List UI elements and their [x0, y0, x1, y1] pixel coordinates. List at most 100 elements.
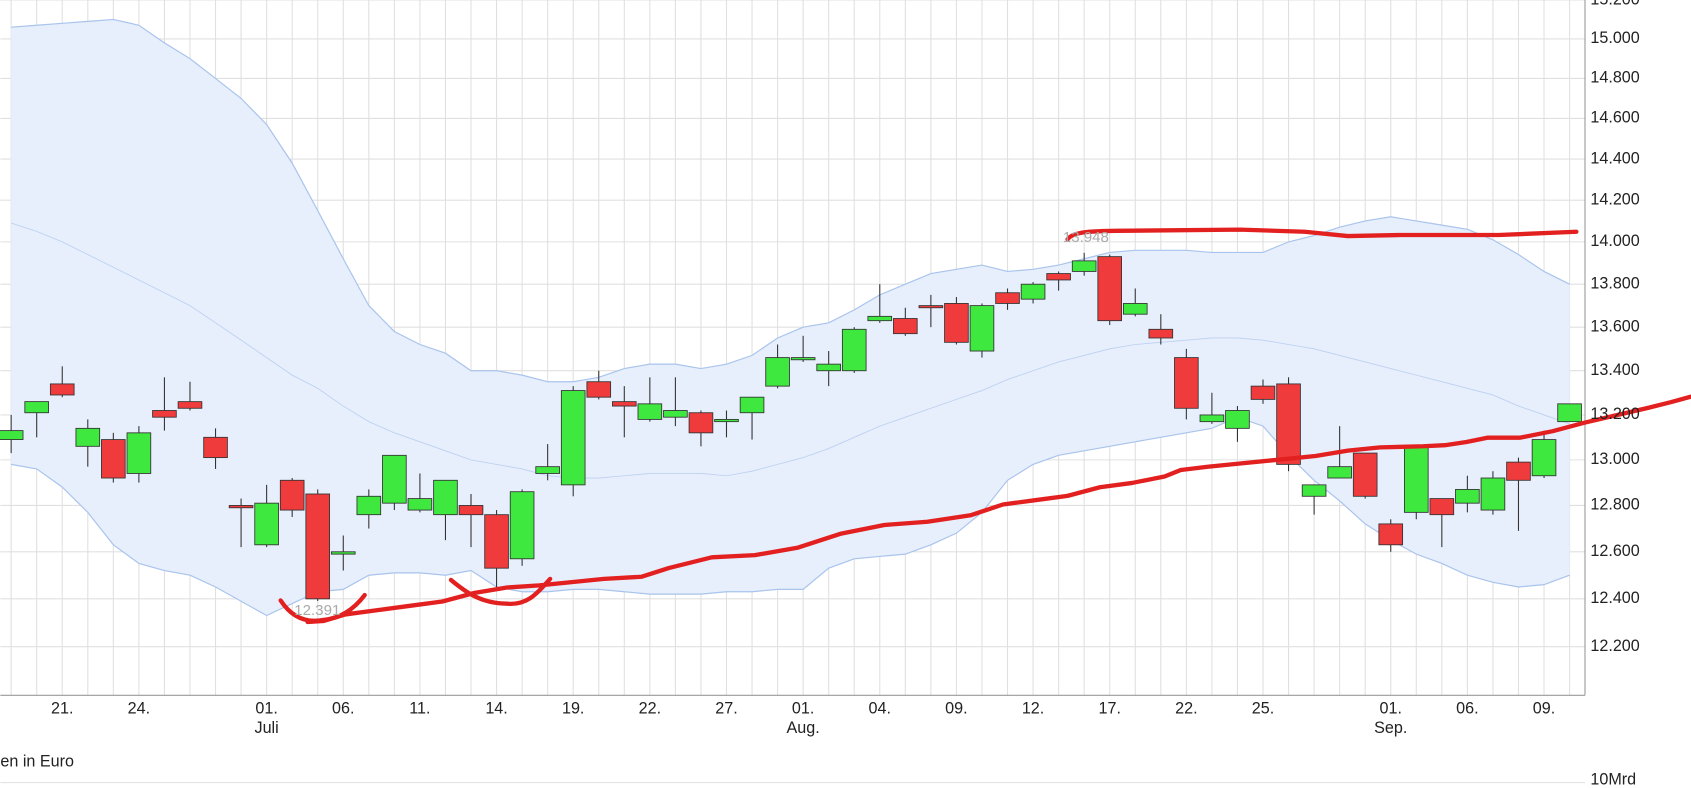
candle: [75, 419, 101, 467]
candle: [1225, 406, 1250, 442]
candle-body: [407, 498, 433, 511]
candle-body: [918, 305, 944, 309]
candle: [918, 294, 944, 328]
candle: [1122, 288, 1148, 317]
candle-body: [1148, 328, 1174, 339]
candle-body: [739, 396, 765, 414]
candle: [1531, 430, 1557, 479]
candle: [1480, 471, 1506, 515]
candle-body: [1352, 452, 1378, 497]
candle: [867, 284, 893, 323]
candle: [484, 510, 509, 590]
candle-body: [535, 466, 560, 474]
candle-body: [152, 410, 177, 418]
candle: [330, 535, 356, 571]
candle: [356, 489, 382, 529]
candle-body: [1429, 498, 1455, 516]
candle: [739, 396, 765, 440]
candle-body: [484, 514, 509, 569]
low-annotation: 12.391: [294, 602, 340, 619]
candle: [1301, 484, 1327, 515]
x-tick-label: 12.: [1022, 700, 1044, 718]
candle-body: [560, 390, 586, 486]
candle: [1378, 519, 1404, 552]
candle: [1557, 403, 1582, 423]
candle-body: [995, 292, 1020, 304]
candle: [1148, 314, 1174, 345]
y-tick-label: 13.000: [1590, 450, 1639, 468]
candle-body: [841, 328, 867, 372]
candle: [49, 366, 75, 398]
candle: [765, 344, 790, 389]
candle-body: [586, 381, 612, 398]
x-tick-label: 01.: [255, 700, 277, 718]
y-tick-label: 15.000: [1590, 29, 1639, 47]
candle-body: [893, 318, 918, 335]
x-tick-label: 14.: [485, 700, 507, 718]
candle-body: [1557, 403, 1582, 423]
candle-body: [330, 551, 356, 555]
y-tick-label: 13.600: [1590, 317, 1639, 335]
x-tick-label: 17.: [1098, 700, 1120, 718]
candle-body: [228, 505, 254, 509]
candle: [1174, 348, 1199, 420]
candle: [1455, 475, 1480, 513]
x-tick-label: 21.: [51, 700, 73, 718]
band-line-lower: [11, 416, 1570, 617]
y-tick-label: 13.400: [1590, 361, 1639, 379]
candle: [0, 414, 24, 454]
candle-body: [49, 383, 75, 396]
x-tick-label: 06.: [332, 700, 354, 718]
candle-body: [1199, 414, 1225, 423]
candle: [254, 484, 279, 548]
x-tick-label: 01.: [792, 700, 814, 718]
candle: [203, 428, 228, 469]
y-tick-label: 14.400: [1590, 149, 1639, 167]
trend-sketch: [448, 576, 553, 606]
candle-body: [254, 502, 279, 546]
bollinger-bands: [11, 18, 1570, 617]
y-tick-label: 14.800: [1590, 69, 1639, 87]
candles: [0, 252, 1582, 601]
candle: [688, 410, 714, 447]
candle-body: [1020, 283, 1046, 300]
candle-body: [509, 491, 535, 560]
candle: [841, 327, 867, 373]
candle: [1403, 445, 1429, 520]
x-tick-label: 01.: [1380, 700, 1402, 718]
candle: [177, 381, 203, 411]
x-tick-label: 04.: [869, 700, 891, 718]
candle: [560, 386, 586, 497]
candle-body: [969, 305, 995, 352]
candle-body: [433, 479, 458, 516]
candle: [1097, 254, 1123, 325]
candle-body: [765, 357, 790, 387]
y-tick-label: 14.200: [1590, 190, 1639, 208]
candle: [126, 426, 152, 483]
candle: [969, 303, 995, 358]
candle-body: [816, 363, 841, 372]
candle-body: [1327, 466, 1352, 479]
candle-body: [1046, 273, 1071, 281]
candle-body: [1122, 303, 1148, 315]
candle-body: [24, 401, 49, 414]
candle-body: [177, 401, 203, 409]
candle: [816, 351, 841, 387]
x-tick-label: 11.: [409, 700, 430, 718]
candle: [995, 288, 1020, 310]
candle: [509, 489, 535, 566]
candle-body: [356, 495, 382, 516]
candle-body: [1378, 523, 1404, 546]
candle: [1506, 457, 1531, 531]
candle: [101, 432, 126, 483]
candle: [1046, 271, 1071, 291]
candle-body: [663, 410, 688, 418]
candle-body: [1531, 439, 1557, 477]
y-tick-label: 13.800: [1590, 274, 1639, 292]
candle: [893, 307, 918, 336]
x-tick-label: 25.: [1252, 700, 1274, 718]
candle: [637, 377, 663, 422]
candle-body: [1225, 410, 1250, 429]
y-tick-label: 14.600: [1590, 109, 1639, 127]
